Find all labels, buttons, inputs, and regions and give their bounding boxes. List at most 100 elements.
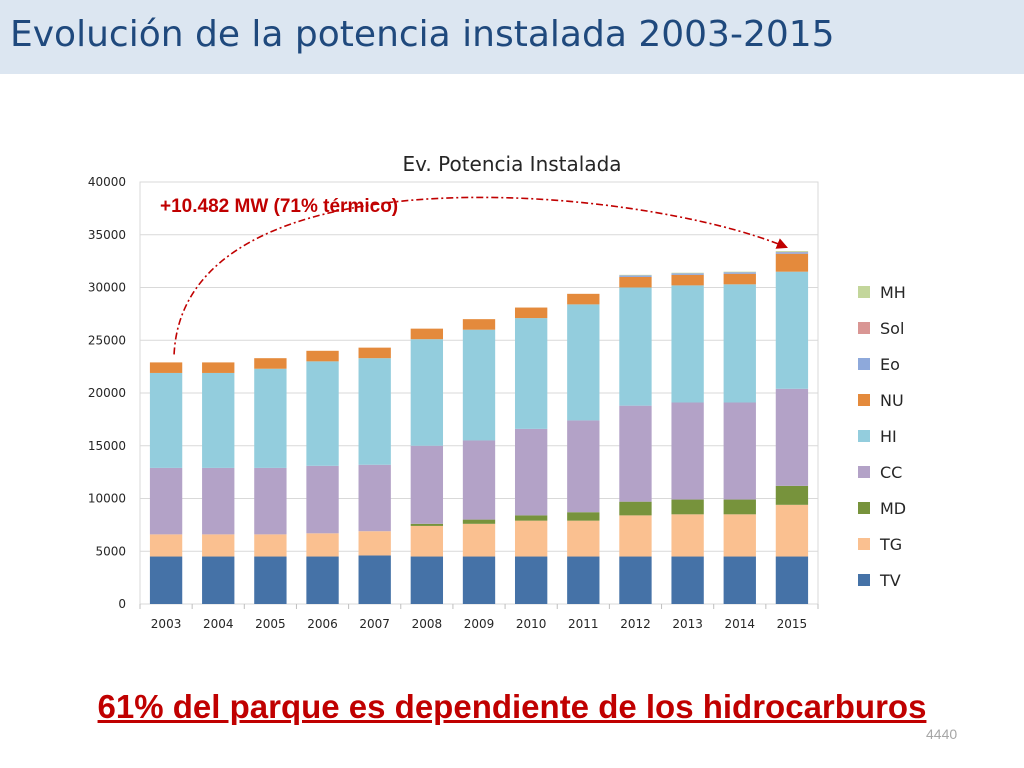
bar-segment-cc (619, 405, 652, 502)
stacked-bar-chart: Ev. Potencia Instalada 0 5000 10000 15000 20… (88, 152, 906, 631)
y-tick-label: 0 (118, 597, 126, 611)
legend-label: HI (880, 427, 897, 446)
bar-segment-nu (202, 362, 235, 373)
bar-segment-eo (671, 273, 704, 275)
bar-segment-tg (202, 534, 235, 557)
bar-segment-tv (306, 556, 339, 604)
series-hi (149, 271, 809, 468)
bar-segment-nu (358, 347, 391, 359)
bar-segment-md (410, 523, 444, 526)
bar-segment-tv (567, 556, 600, 604)
slide-title: Evolución de la potencia instalada 2003-… (10, 14, 835, 55)
x-tick-label: 2005 (255, 617, 286, 631)
x-tick-label: 2015 (777, 617, 808, 631)
series-tg (149, 504, 809, 557)
bar-segment-nu (671, 274, 704, 286)
series-mh (619, 250, 809, 276)
x-tick-label: 2012 (620, 617, 651, 631)
x-tick-label: 2006 (307, 617, 338, 631)
bar-segment-md (462, 519, 496, 524)
legend-label: NU (880, 391, 904, 410)
bar-segment-mh (775, 250, 809, 252)
bar-segment-md (619, 501, 652, 516)
x-tick-label: 2014 (724, 617, 755, 631)
bar-segment-cc (306, 465, 339, 534)
legend-swatch (858, 286, 870, 298)
bar-segment-hi (514, 318, 548, 429)
bar-segment-tg (723, 514, 756, 557)
legend-label: MD (880, 499, 906, 518)
bar-segment-tg (514, 520, 548, 557)
bar-segment-md (567, 512, 600, 521)
bar-segment-tv (202, 556, 235, 604)
bar-segment-nu (514, 307, 548, 319)
bar-segment-nu (410, 328, 444, 340)
bar-segment-tv (775, 556, 809, 604)
y-tick-label: 25000 (88, 333, 126, 347)
bar-segment-tv (410, 556, 444, 604)
bar-segment-tv (358, 555, 391, 604)
y-tick-label: 15000 (88, 439, 126, 453)
bars (149, 250, 809, 604)
title-bar: Evolución de la potencia instalada 2003-… (0, 0, 1024, 74)
growth-annotation: +10.482 MW (71% térmico) (160, 196, 398, 217)
x-tick-label: 2004 (203, 617, 234, 631)
legend: MH Sol Eo NU HI CC MD TG TV (858, 283, 906, 590)
bar-segment-cc (514, 428, 548, 516)
bar-segment-nu (723, 273, 756, 285)
bar-segment-cc (723, 402, 756, 500)
bar-segment-tv (619, 556, 652, 604)
bar-segment-cc (567, 420, 600, 513)
legend-swatch (858, 538, 870, 550)
y-tick-label: 35000 (88, 228, 126, 242)
bar-segment-tg (306, 533, 339, 557)
bar-segment-tg (254, 534, 287, 557)
bar-segment-cc (358, 464, 391, 532)
bar-segment-md (671, 499, 704, 515)
bar-segment-tv (149, 556, 183, 604)
bar-segment-tg (462, 523, 496, 557)
bar-segment-nu (254, 358, 287, 369)
bar-segment-tv (514, 556, 548, 604)
series-cc (149, 388, 809, 535)
legend-swatch (858, 322, 870, 334)
bar-segment-tv (671, 556, 704, 604)
bar-segment-tg (149, 534, 183, 557)
legend-label: TG (879, 535, 902, 554)
bar-segment-hi (671, 285, 704, 403)
y-tick-label: 20000 (88, 386, 126, 400)
bar-segment-md (514, 515, 548, 521)
axes: 0 5000 10000 15000 20000 25000 30000 35000 40000… (88, 175, 819, 631)
y-tick-label: 40000 (88, 175, 126, 189)
bar-segment-cc (775, 388, 809, 486)
bar-segment-cc (671, 402, 704, 500)
legend-label: Sol (880, 319, 904, 338)
bar-segment-nu (306, 350, 339, 362)
bar-segment-hi (202, 372, 235, 468)
x-tick-label: 2003 (151, 617, 182, 631)
footer-message: 61% del parque es dependiente de los hid… (97, 688, 927, 725)
bar-segment-hi (567, 304, 600, 421)
bar-segment-hi (149, 372, 183, 468)
bar-segment-cc (410, 445, 444, 524)
bar-segment-mh (671, 272, 704, 274)
bar-segment-tg (358, 531, 391, 556)
bar-segment-eo (619, 275, 652, 277)
legend-swatch (858, 466, 870, 478)
bar-segment-tg (567, 520, 600, 557)
x-tick-label: 2007 (359, 617, 390, 631)
slide-number: 4440 (926, 726, 958, 742)
series-tv (149, 555, 809, 604)
bar-segment-hi (358, 358, 391, 465)
bar-segment-mh (723, 271, 756, 273)
bar-segment-nu (462, 319, 496, 330)
bar-segment-tv (723, 556, 756, 604)
legend-label: MH (880, 283, 906, 302)
legend-label: Eo (880, 355, 900, 374)
bar-segment-tg (775, 504, 809, 557)
bar-segment-nu (775, 253, 809, 272)
bar-segment-md (775, 485, 809, 505)
y-tick-label: 5000 (95, 544, 126, 558)
bar-segment-nu (149, 362, 183, 373)
x-tick-label: 2010 (516, 617, 547, 631)
